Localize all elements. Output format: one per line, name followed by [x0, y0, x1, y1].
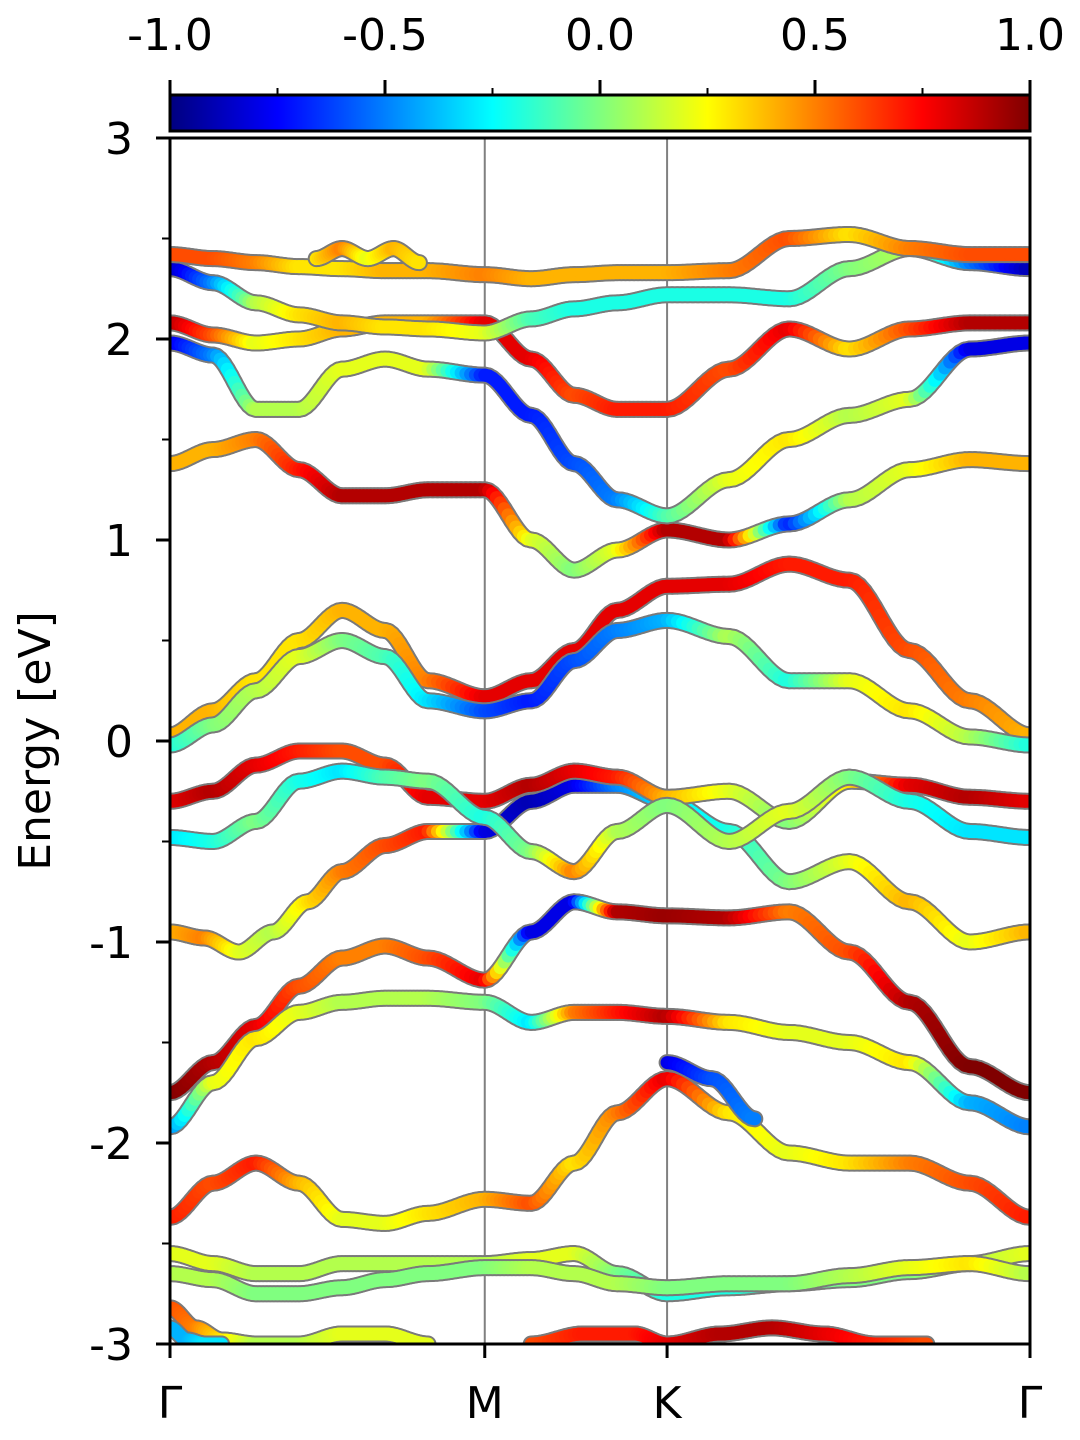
band [170, 989, 1030, 1136]
colorbar-tick-label: 0.5 [780, 10, 850, 61]
colorbar [168, 93, 1032, 133]
colorbar-tick-label: 0.0 [565, 10, 635, 61]
colorbar-tick-label: -0.5 [342, 10, 428, 61]
band [170, 225, 1030, 288]
band [170, 893, 1030, 1102]
plot-area [170, 138, 1030, 1344]
band [170, 1070, 1030, 1232]
colorbar-tick-label: 1.0 [995, 10, 1065, 61]
colorbar-ticks: -1.0 -0.5 0.0 0.5 1.0 [127, 10, 1065, 95]
bands [170, 225, 1030, 1344]
band [170, 762, 1030, 881]
band [170, 431, 1030, 579]
band [170, 555, 1030, 744]
band [170, 611, 1030, 754]
band [170, 742, 1030, 830]
band [170, 314, 1030, 418]
colorbar-tick-label: -1.0 [127, 10, 213, 61]
band [170, 776, 1030, 961]
band [170, 334, 1030, 525]
